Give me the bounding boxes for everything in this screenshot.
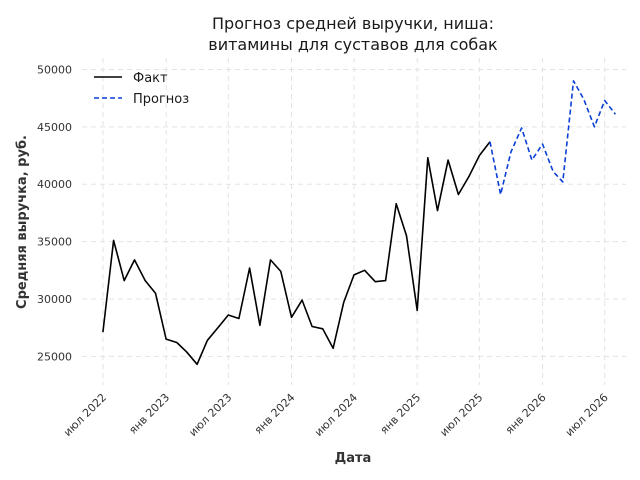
series-layer xyxy=(102,80,617,366)
y-tick-label: 50000 xyxy=(37,63,72,76)
grid xyxy=(82,58,626,385)
y-tick-label: 30000 xyxy=(37,293,72,306)
legend: Факт Прогноз xyxy=(94,71,189,107)
chart-title-line-2: витамины для суставов для собак xyxy=(208,35,498,54)
x-tick-label: июл 2024 xyxy=(312,391,360,439)
y-tick-label: 35000 xyxy=(37,236,72,249)
x-tick-label: янв 2026 xyxy=(503,391,549,437)
x-axis-label: Дата xyxy=(335,451,372,466)
y-tick-label: 45000 xyxy=(37,121,72,134)
y-axis-label: Средняя выручка, руб. xyxy=(15,135,30,309)
chart-title-line-1: Прогноз средней выручки, ниша: xyxy=(212,14,494,33)
series-line-fact xyxy=(102,141,491,366)
x-tick-label: июл 2026 xyxy=(563,391,611,439)
x-tick-label: янв 2025 xyxy=(377,391,423,437)
y-tick-label: 25000 xyxy=(37,350,72,363)
y-axis-ticks: 25000 30000 35000 40000 45000 50000 xyxy=(37,63,72,363)
x-tick-label: июл 2022 xyxy=(61,391,109,439)
y-tick-label: 40000 xyxy=(37,178,72,191)
x-tick-label: июл 2025 xyxy=(437,391,485,439)
legend-label-forecast: Прогноз xyxy=(133,92,189,107)
x-axis-ticks: июл 2022 янв 2023 июл 2023 янв 2024 июл 2024… xyxy=(61,391,611,439)
x-tick-label: янв 2024 xyxy=(252,391,298,437)
legend-label-fact: Факт xyxy=(133,71,168,86)
series-line-forecast xyxy=(489,80,617,196)
x-tick-label: янв 2023 xyxy=(126,391,172,437)
x-tick-label: июл 2023 xyxy=(186,391,234,439)
